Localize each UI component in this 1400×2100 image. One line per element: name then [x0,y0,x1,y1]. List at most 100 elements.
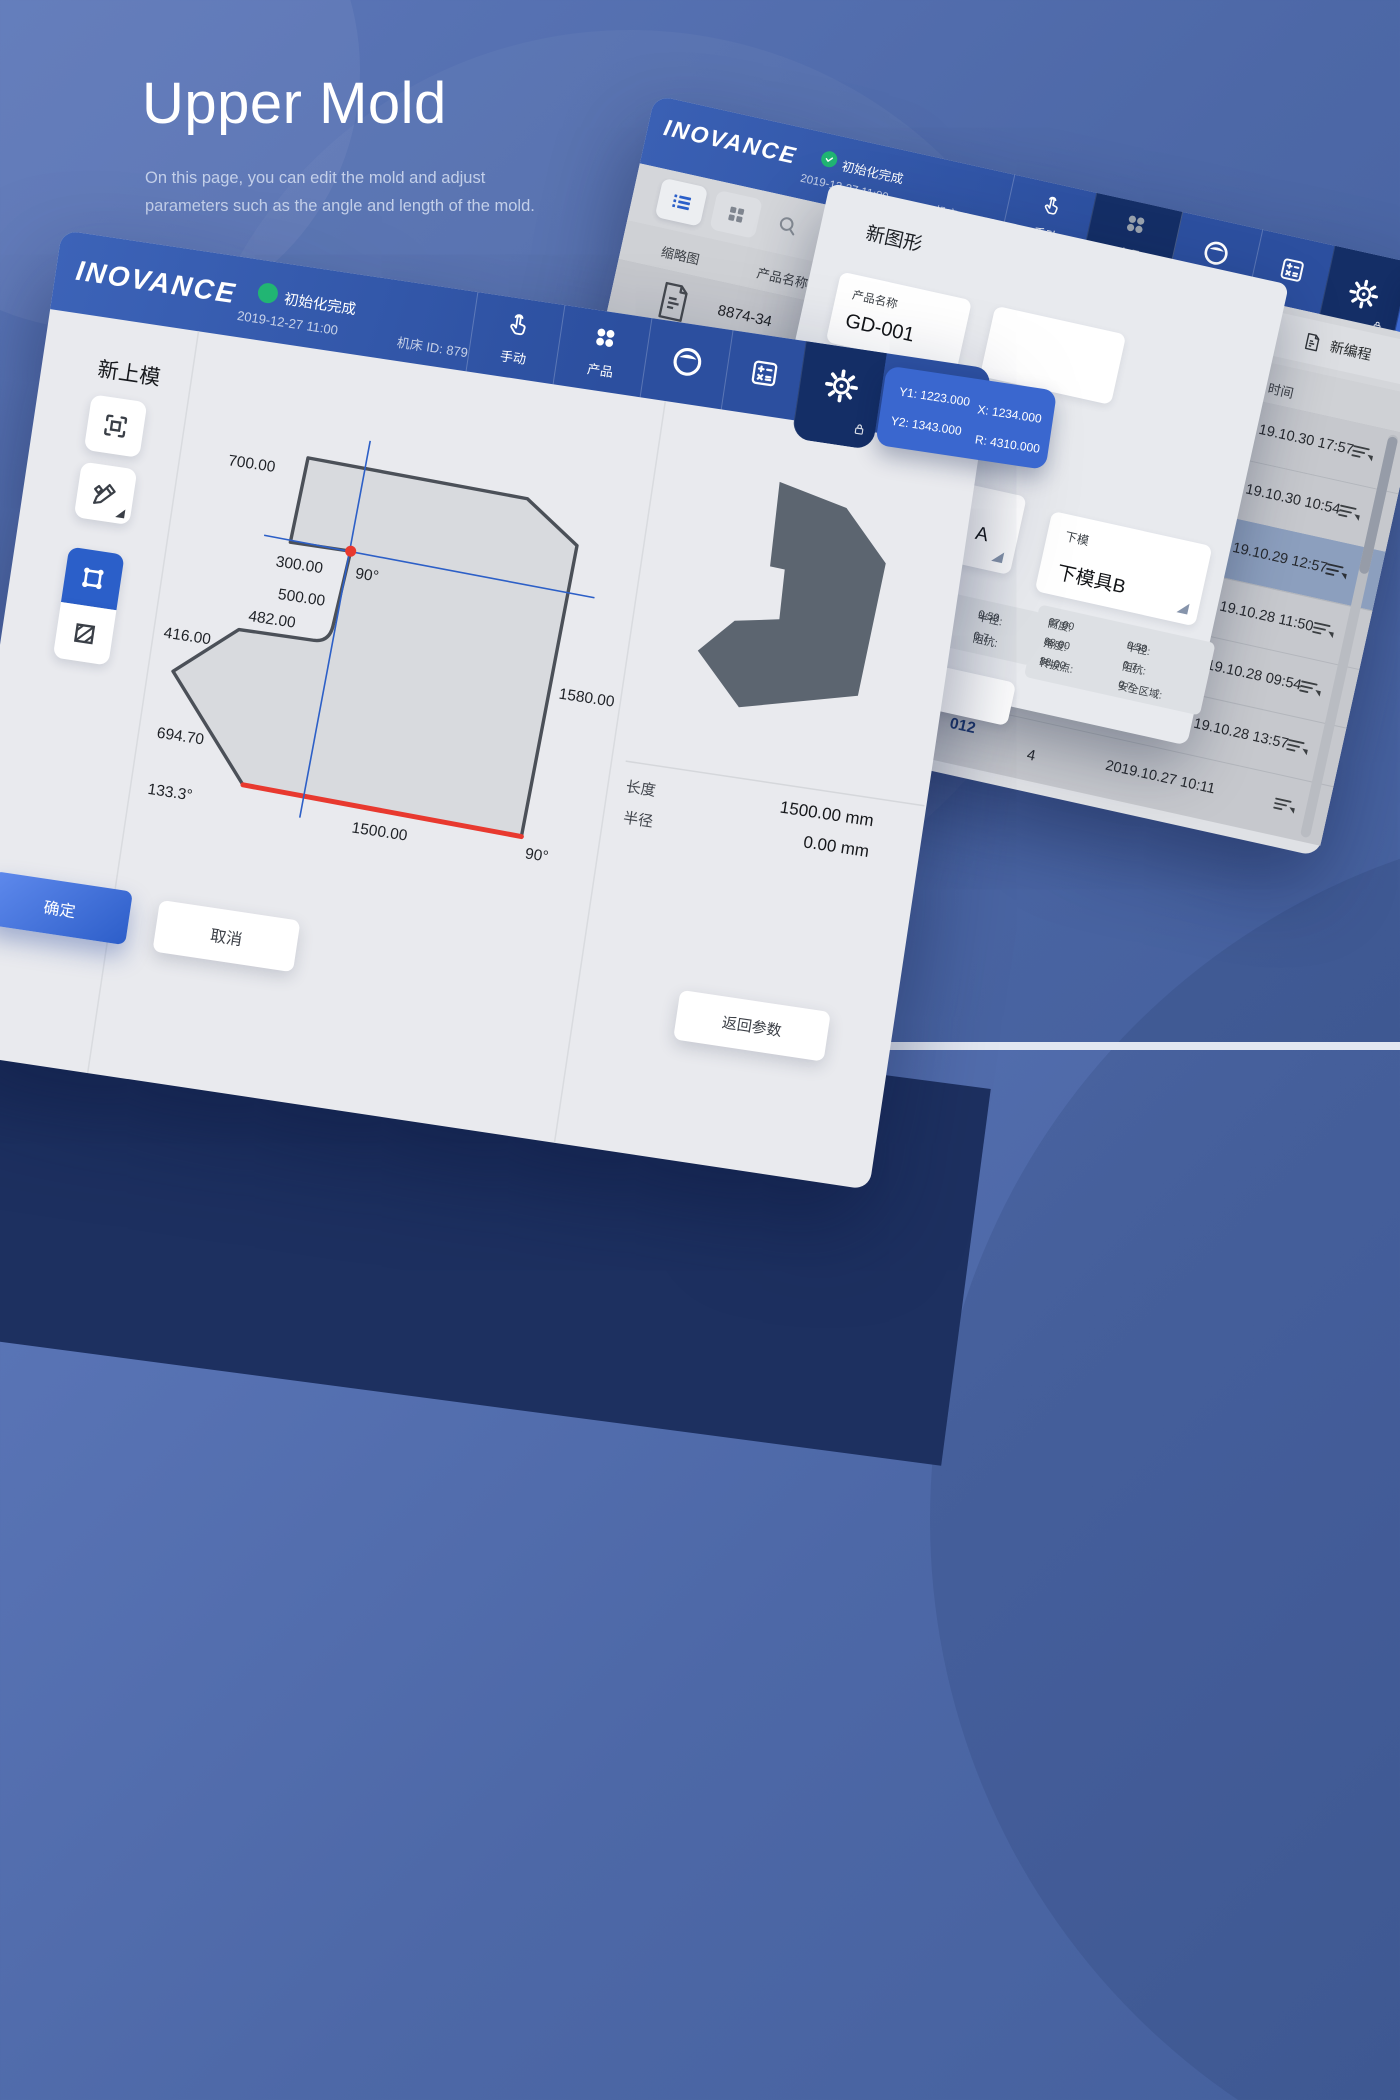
table-row[interactable]: 19.10.28 09:54 [553,493,1360,729]
table-row[interactable]: 19.10.28 13:57 [540,551,1347,788]
calculator-icon [1275,253,1309,291]
gauge-circle-icon [1197,235,1234,276]
time-cell: 19.10.30 17:57 [1257,421,1356,459]
vertex-dot [345,545,357,557]
time-cell: 2019.10.27 10:11 [1103,757,1217,798]
col-time: 时间 [1266,380,1296,402]
row-menu-icon[interactable] [1334,500,1363,532]
table-row[interactable]: 19.10.28 11:50 [566,434,1373,671]
page-description: On this page, you can edit the mold and … [145,164,535,221]
back-params-label: 返回参数 [720,1013,783,1040]
time-cell: 19.10.30 10:54 [1243,481,1342,518]
dim-416: 416.00 [163,625,213,649]
col-product-name: 产品名称 [755,265,810,292]
bg-circle-bottom-right [930,820,1400,2100]
table-row[interactable]: 012 4 2019.10.27 10:11 [527,610,1334,846]
mold-preview-silhouette [697,481,886,708]
tab-manual[interactable]: 手动 [465,292,566,385]
calculator-icon [746,355,783,396]
clover-icon [590,322,620,357]
hatch-icon [73,623,96,645]
tab-gauge[interactable] [639,318,734,410]
cancel-label: 取消 [208,927,244,950]
time-cell: 19.10.28 13:57 [1192,715,1290,753]
selected-edge [240,782,524,840]
row-menu-icon[interactable] [1282,734,1311,766]
gear-icon [821,367,860,411]
back-toolbar: 新编程 [627,163,1400,396]
crosshair-vertical [298,440,372,818]
product-name-cell: 8874-34 [716,301,774,331]
upper-mold-select-value: A [973,523,991,547]
page-title: Upper Mold [142,71,447,136]
list-icon [672,194,692,211]
coord-r: R: 4310.000 [974,432,1041,456]
confirm-label: 确定 [42,899,77,922]
search-icon[interactable] [772,212,802,246]
row-menu-icon[interactable] [1321,558,1350,590]
col-thumbnail: 缩略图 [659,244,701,268]
grid-view-button[interactable] [709,189,763,239]
coord-x: X: 1234.000 [976,402,1043,426]
tab-settings-selected[interactable] [791,341,887,451]
tab-calculator[interactable] [720,330,807,421]
pen-icon [93,483,116,504]
dropdown-triangle-icon [1176,601,1190,615]
time-cell: 19.10.28 09:54 [1204,657,1303,694]
angle-90-br: 90° [524,845,550,865]
select-shape-tool-active[interactable] [61,546,125,611]
time-cell: 19.10.28 11:50 [1217,598,1315,635]
page-description-line2: parameters such as the angle and length … [145,197,535,216]
dim-700: 700.00 [227,452,277,476]
select-shape-icon [82,567,104,590]
back-header: INOVANCE 初始化完成 2019-12-27 11:00 机床 ID: 8… [639,95,1400,378]
lower-mold-select-label: 下模 [1063,529,1091,549]
dialog-title: 新图形 [863,223,924,257]
table-row[interactable]: 8874-34 19.10.30 17:57 [605,259,1400,494]
dim-500: 500.00 [277,586,327,610]
product-name-field-value: GD-001 [843,309,917,347]
new-program-button[interactable]: 新编程 [1241,306,1400,389]
product-list-window: INOVANCE 初始化完成 2019-12-27 11:00 机床 ID: 8… [525,95,1400,857]
fit-view-tool[interactable] [83,394,148,458]
clover-icon [1120,209,1150,243]
hatch-fill-tool[interactable] [52,601,117,666]
dropdown-triangle-icon [991,550,1005,564]
count-cell: 4 [1025,746,1038,765]
dim-694: 694.70 [156,725,206,749]
gear-icon [1345,276,1382,317]
angle-133: 133.3° [147,781,194,804]
row-menu-icon[interactable] [1295,676,1324,708]
document-icon [1304,332,1319,352]
mold-canvas[interactable]: 700.00 300.00 500.00 482.00 416.00 694.7… [0,230,992,1190]
inovance-logo: INOVANCE [661,114,800,169]
mold-outline [171,456,579,839]
tab-manual[interactable]: 手动 [999,174,1098,262]
new-upper-mold-window: INOVANCE 初始化完成 2019-12-27 11:00 机床 ID: 8… [0,230,1058,1190]
hand-icon [503,309,533,344]
row-menu-icon[interactable] [1347,440,1376,472]
bg-bottom-strip [820,1042,1400,1050]
time-cell: 19.10.29 12:57 [1230,539,1329,577]
edit-tool[interactable] [73,461,138,526]
crosshair-horizontal [263,534,595,599]
tab-product[interactable]: 产品 [552,305,653,398]
hand-icon [1037,192,1064,223]
dim-1500: 1500.00 [351,819,409,844]
table-row[interactable]: 19.10.30 10:54 [592,317,1399,553]
front-header: INOVANCE 初始化完成 2019-12-27 11:00 机床 ID: 8… [50,230,1058,470]
dim-1580: 1580.00 [558,686,616,711]
tab-calculator[interactable] [1247,229,1336,315]
lower-mold-select-value: 下模具B [1054,562,1128,599]
table-row-selected[interactable]: 19.10.29 12:57 [579,376,1386,612]
tool-corner-marker [115,508,126,519]
tab-gauge[interactable] [1167,211,1264,299]
fit-frame-icon [104,414,128,438]
gauge-circle-icon [666,341,708,387]
list-view-button[interactable] [654,177,709,227]
row-menu-icon[interactable] [1269,793,1298,825]
row-menu-icon[interactable] [1308,617,1337,649]
tab-product-selected[interactable]: 产品 [1081,192,1184,281]
angle-90-dot: 90° [354,565,380,585]
page-description-line1: On this page, you can edit the mold and … [145,169,486,187]
